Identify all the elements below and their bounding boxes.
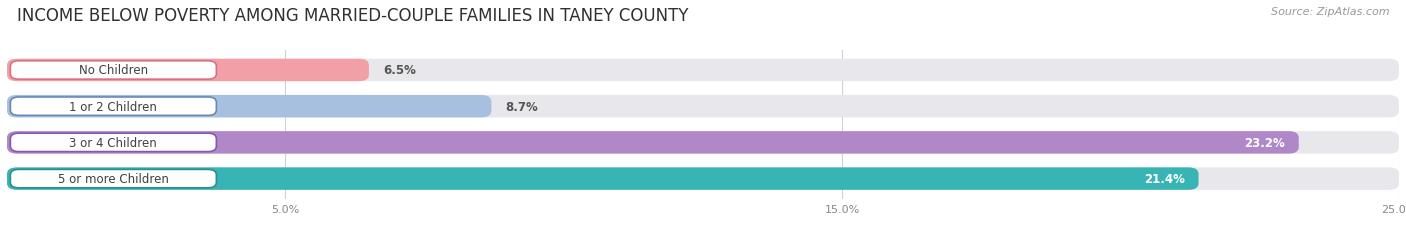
FancyBboxPatch shape — [7, 132, 1299, 154]
FancyBboxPatch shape — [7, 59, 1399, 82]
Text: 5 or more Children: 5 or more Children — [58, 172, 169, 185]
FancyBboxPatch shape — [10, 61, 217, 80]
Text: 6.5%: 6.5% — [382, 64, 416, 77]
FancyBboxPatch shape — [10, 97, 217, 116]
FancyBboxPatch shape — [7, 168, 1399, 190]
FancyBboxPatch shape — [10, 170, 217, 188]
Text: Source: ZipAtlas.com: Source: ZipAtlas.com — [1271, 7, 1389, 17]
Text: 8.7%: 8.7% — [505, 100, 538, 113]
Text: No Children: No Children — [79, 64, 148, 77]
Text: INCOME BELOW POVERTY AMONG MARRIED-COUPLE FAMILIES IN TANEY COUNTY: INCOME BELOW POVERTY AMONG MARRIED-COUPL… — [17, 7, 689, 25]
Text: 21.4%: 21.4% — [1143, 172, 1185, 185]
FancyBboxPatch shape — [7, 59, 368, 82]
Text: 3 or 4 Children: 3 or 4 Children — [69, 136, 157, 149]
FancyBboxPatch shape — [7, 96, 492, 118]
Text: 1 or 2 Children: 1 or 2 Children — [69, 100, 157, 113]
FancyBboxPatch shape — [10, 134, 217, 152]
FancyBboxPatch shape — [7, 132, 1399, 154]
FancyBboxPatch shape — [7, 96, 1399, 118]
FancyBboxPatch shape — [7, 168, 1198, 190]
Text: 23.2%: 23.2% — [1244, 136, 1285, 149]
